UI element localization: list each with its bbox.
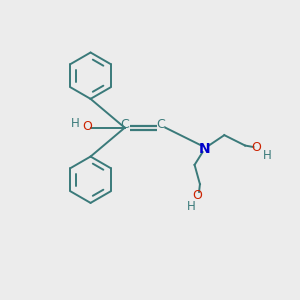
Text: H: H: [71, 117, 80, 130]
Text: O: O: [82, 120, 92, 133]
Text: C: C: [157, 118, 165, 130]
Text: H: H: [187, 200, 195, 213]
Text: O: O: [251, 140, 261, 154]
Text: N: N: [199, 142, 211, 155]
Text: C: C: [120, 118, 129, 130]
Text: H: H: [263, 149, 272, 162]
Text: O: O: [193, 189, 202, 202]
